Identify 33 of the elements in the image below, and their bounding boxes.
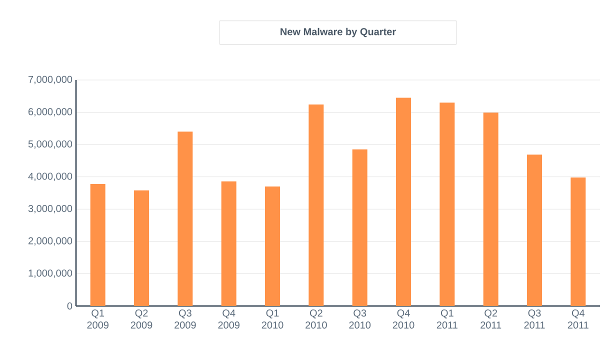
x-tick-label: Q4 2010 xyxy=(392,310,414,329)
bar xyxy=(526,154,542,306)
y-tick-label: 4,000,000 xyxy=(28,172,72,181)
bar xyxy=(308,104,324,306)
bar xyxy=(178,132,193,306)
y-tick-label: 5,000,000 xyxy=(28,140,72,149)
y-tick-label: 3,000,000 xyxy=(28,205,72,214)
y-tick-label: 2,000,000 xyxy=(28,237,72,246)
x-tick-label: Q1 2011 xyxy=(436,310,458,329)
bar xyxy=(440,102,455,306)
x-tick-label: Q3 2011 xyxy=(524,310,545,329)
x-tick-label: Q2 2010 xyxy=(306,310,327,329)
y-tick-label: 1,000,000 xyxy=(28,270,72,278)
bar xyxy=(352,149,368,306)
bar xyxy=(221,181,236,306)
bar xyxy=(570,177,586,306)
chart-title: New Malware by Quarter xyxy=(280,28,396,38)
x-tick-label: Q1 2010 xyxy=(262,310,284,329)
bar xyxy=(134,190,150,306)
y-tick-label: 6,000,000 xyxy=(28,108,72,116)
y-tick-label: 7,000,000 xyxy=(28,76,72,84)
bar xyxy=(483,112,498,306)
y-tick-label: 0 xyxy=(67,302,72,310)
x-tick-label: Q4 2011 xyxy=(568,310,588,329)
x-tick-label: Q2 2011 xyxy=(480,310,502,329)
x-tick-label: Q3 2009 xyxy=(174,310,196,329)
x-tick-label: Q4 2009 xyxy=(218,310,240,329)
bar xyxy=(396,98,411,306)
bar xyxy=(265,186,280,306)
x-tick-label: Q1 2009 xyxy=(87,310,108,329)
x-tick-label: Q3 2010 xyxy=(349,310,371,329)
bar xyxy=(90,184,106,306)
x-tick-label: Q2 2009 xyxy=(130,310,152,329)
